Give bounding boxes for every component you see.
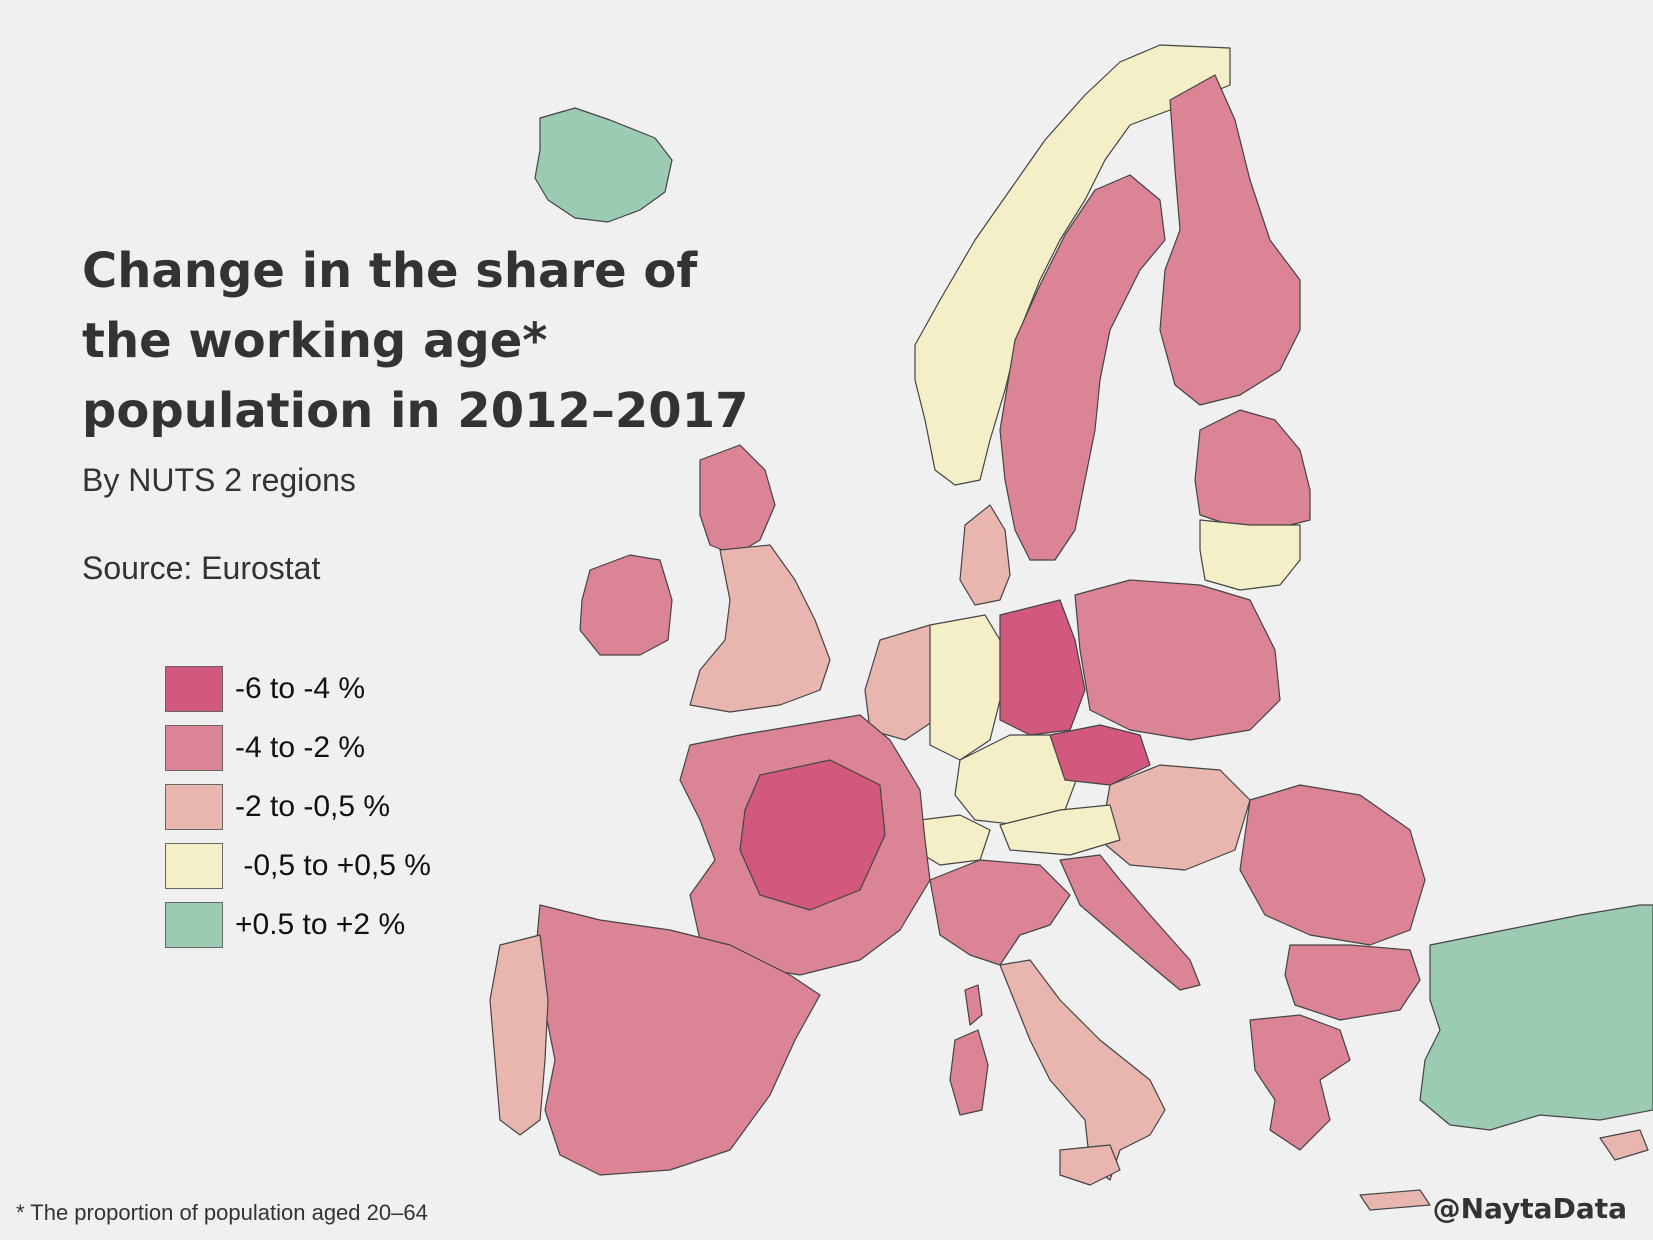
region-iceland [534,107,673,223]
region-eastern-germany [999,599,1086,736]
region-estonia-latvia [1194,409,1311,531]
legend-label: -0,5 to +0,5 % [235,849,431,882]
legend: -6 to -4 % -4 to -2 % -2 to -0,5 % -0,5 … [165,665,431,960]
region-lithuania [1199,519,1301,591]
region-czechia [1049,724,1151,786]
region-scotland [699,444,776,556]
map-title: Change in the share of the working age* … [82,243,749,439]
region-greece [1249,1014,1351,1151]
legend-label: -6 to -4 % [235,672,366,705]
legend-swatch [165,902,223,948]
map-subtitle: By NUTS 2 regions [82,462,356,498]
footnote: * The proportion of population aged 20–6… [16,1200,428,1225]
legend-item-class-3: -0,5 to +0,5 % [165,842,431,890]
region-central-france [739,759,886,911]
legend-label: +0.5 to +2 % [235,908,406,941]
region-denmark [959,504,1011,606]
region-portugal [489,934,549,1136]
legend-item-class-1: -4 to -2 % [165,724,431,772]
region-sicily [1059,1144,1121,1186]
legend-swatch [165,843,223,889]
legend-swatch [165,725,223,771]
region-sardinia [949,1029,989,1116]
region-western-germany [929,614,1001,761]
region-corsica [964,984,983,1026]
region-slovenia-croatia [1059,854,1201,991]
legend-label: -4 to -2 % [235,731,366,764]
map-source: Source: Eurostat [82,550,321,586]
region-romania [1239,784,1426,946]
region-ireland [579,554,673,656]
region-spain [534,904,821,1176]
region-norway [914,44,1231,486]
author-credit: @NaytaData [1432,1192,1627,1225]
region-austria [999,804,1121,856]
legend-swatch [165,784,223,830]
region-slovakia-hungary [1099,764,1251,871]
region-italy-south [999,959,1166,1181]
region-sweden [999,174,1166,561]
legend-item-class-2: -2 to -0,5 % [165,783,431,831]
region-cyprus [1599,1129,1649,1161]
legend-swatch [165,666,223,712]
legend-item-class-0: -6 to -4 % [165,665,431,713]
region-poland [1074,579,1281,741]
legend-label: -2 to -0,5 % [235,790,391,823]
region-finland [1159,74,1301,406]
region-bulgaria [1284,944,1421,1021]
region-crete [1359,1189,1431,1211]
region-italy-north [929,859,1071,966]
region-england [689,544,831,713]
legend-item-class-4: +0.5 to +2 % [165,901,431,949]
region-turkey [1419,904,1653,1131]
